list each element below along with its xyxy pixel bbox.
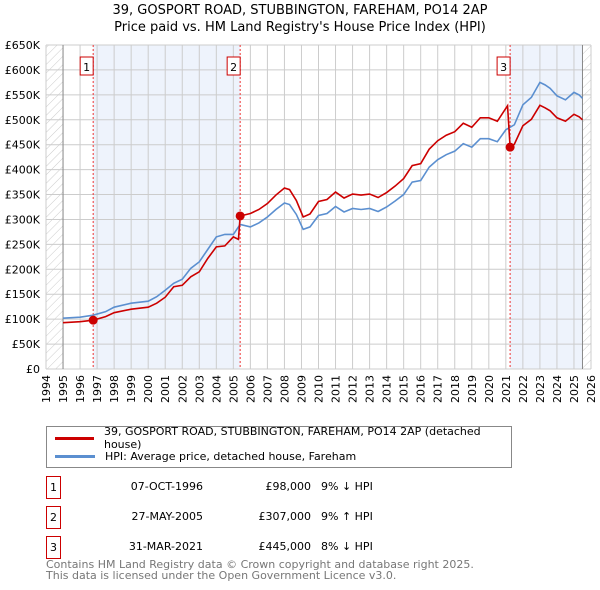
x-tick-label: 2008 bbox=[278, 375, 291, 403]
sale-label-box bbox=[496, 56, 511, 76]
y-tick-label: £50K bbox=[12, 338, 41, 351]
y-tick-label: £300K bbox=[5, 213, 41, 226]
transaction-price: £445,000 bbox=[258, 540, 312, 553]
sale-label: 3 bbox=[500, 61, 507, 74]
x-tick-label: 2016 bbox=[415, 375, 428, 403]
x-tick-label: 2023 bbox=[534, 375, 547, 403]
transaction-hpi-diff: 9% ↓ HPI bbox=[321, 480, 373, 493]
y-tick-label: £600K bbox=[5, 64, 41, 77]
transaction-price: £98,000 bbox=[265, 480, 312, 493]
x-tick-label: 2004 bbox=[210, 375, 223, 403]
y-tick-label: £100K bbox=[5, 313, 41, 326]
y-tick-label: £550K bbox=[5, 89, 41, 102]
y-tick-label: £500K bbox=[5, 114, 41, 127]
transaction-number: 3 bbox=[46, 536, 61, 559]
price-chart: 1 2 3 1994 1995 1996 1997 1998 1999 2000 2001 2002 2… bbox=[5, 39, 598, 403]
legend-label-hpi: HPI: Average price, detached house, Fare… bbox=[105, 449, 357, 463]
chart-legend: 39, GOSPORT ROAD, STUBBINGTON, FAREHAM, … bbox=[46, 425, 512, 468]
x-tick-label: 2015 bbox=[398, 375, 411, 403]
transaction-date: 07-OCT-1996 bbox=[130, 480, 203, 493]
chart-title-line1: 39, GOSPORT ROAD, STUBBINGTON, FAREHAM, … bbox=[112, 3, 488, 18]
y-tick-label: £150K bbox=[5, 288, 41, 301]
sale-label: 1 bbox=[83, 61, 90, 74]
sale-point bbox=[88, 315, 98, 325]
sale-point bbox=[505, 142, 515, 152]
x-tick-label: 2005 bbox=[227, 375, 240, 403]
x-tick-label: 2024 bbox=[551, 375, 564, 403]
x-tick-label: 1994 bbox=[40, 375, 53, 403]
hatched-region bbox=[582, 45, 591, 369]
transaction-hpi-diff: 8% ↓ HPI bbox=[321, 540, 373, 553]
y-tick-label: £450K bbox=[5, 139, 41, 152]
sale-point bbox=[235, 211, 245, 221]
footer-line1: Contains HM Land Registry data © Crown c… bbox=[46, 558, 474, 571]
x-tick-label: 2001 bbox=[159, 375, 172, 403]
x-tick-label: 1997 bbox=[91, 375, 104, 403]
x-tick-label: 2012 bbox=[347, 375, 360, 403]
x-tick-label: 2000 bbox=[142, 375, 155, 403]
hpi-line bbox=[62, 81, 584, 319]
x-tick-label: 2019 bbox=[466, 375, 479, 403]
x-tick-label: 2025 bbox=[568, 375, 581, 403]
x-tick-label: 2020 bbox=[483, 375, 496, 403]
x-tick-label: 2011 bbox=[330, 375, 343, 403]
x-tick-label: 1999 bbox=[125, 375, 138, 403]
y-tick-label: £650K bbox=[5, 39, 41, 52]
x-tick-label: 2013 bbox=[364, 375, 377, 403]
transaction-row: 1 07-OCT-1996 £98,000 9% ↓ HPI bbox=[46, 476, 446, 499]
x-tick-label: 2007 bbox=[261, 375, 274, 403]
x-tick-label: 2003 bbox=[193, 375, 206, 403]
transaction-number: 2 bbox=[46, 506, 61, 529]
transaction-date: 31-MAR-2021 bbox=[128, 540, 203, 553]
footer-line2: This data is licensed under the Open Gov… bbox=[46, 569, 397, 582]
sale-label-box bbox=[226, 56, 241, 76]
transaction-price: £307,000 bbox=[258, 510, 312, 523]
transaction-hpi-diff: 9% ↑ HPI bbox=[321, 510, 373, 523]
y-tick-label: £0 bbox=[26, 363, 40, 376]
legend-item-hpi: HPI: Average price, detached house, Fare… bbox=[55, 448, 356, 464]
transaction-number: 1 bbox=[46, 476, 61, 499]
shaded-ownership-period bbox=[510, 45, 583, 369]
legend-swatch-red bbox=[55, 436, 94, 440]
x-tick-label: 2006 bbox=[244, 375, 257, 403]
x-tick-label: 1995 bbox=[57, 375, 70, 403]
y-tick-label: £350K bbox=[5, 189, 41, 202]
shaded-ownership-period bbox=[93, 45, 241, 369]
chart-title-line2: Price paid vs. HM Land Registry's House … bbox=[114, 20, 486, 35]
x-tick-label: 2009 bbox=[295, 375, 308, 403]
legend-item-property: 39, GOSPORT ROAD, STUBBINGTON, FAREHAM, … bbox=[55, 425, 511, 451]
x-tick-label: 1996 bbox=[74, 375, 87, 403]
sale-label: 2 bbox=[230, 61, 237, 74]
x-tick-label: 2018 bbox=[449, 375, 462, 403]
x-tick-label: 2010 bbox=[313, 375, 326, 403]
x-tick-label: 2017 bbox=[432, 375, 445, 403]
y-tick-label: £250K bbox=[5, 238, 41, 251]
hatched-region bbox=[46, 45, 64, 369]
transaction-row: 2 27-MAY-2005 £307,000 9% ↑ HPI bbox=[46, 506, 446, 529]
transaction-date: 27-MAY-2005 bbox=[131, 510, 203, 523]
x-tick-label: 2026 bbox=[585, 375, 598, 403]
x-tick-label: 1998 bbox=[108, 375, 121, 403]
y-tick-label: £200K bbox=[5, 263, 41, 276]
sale-label-box bbox=[79, 56, 94, 76]
x-tick-label: 2002 bbox=[176, 375, 189, 403]
x-tick-label: 2021 bbox=[500, 375, 513, 403]
legend-swatch-blue bbox=[55, 454, 95, 458]
y-tick-label: £400K bbox=[5, 164, 41, 177]
transaction-row: 3 31-MAR-2021 £445,000 8% ↓ HPI bbox=[46, 536, 446, 559]
x-tick-label: 2022 bbox=[517, 375, 530, 403]
legend-label-property: 39, GOSPORT ROAD, STUBBINGTON, FAREHAM, … bbox=[103, 425, 481, 451]
x-tick-label: 2014 bbox=[381, 375, 394, 403]
footer: Contains HM Land Registry data © Crown c… bbox=[46, 559, 474, 581]
